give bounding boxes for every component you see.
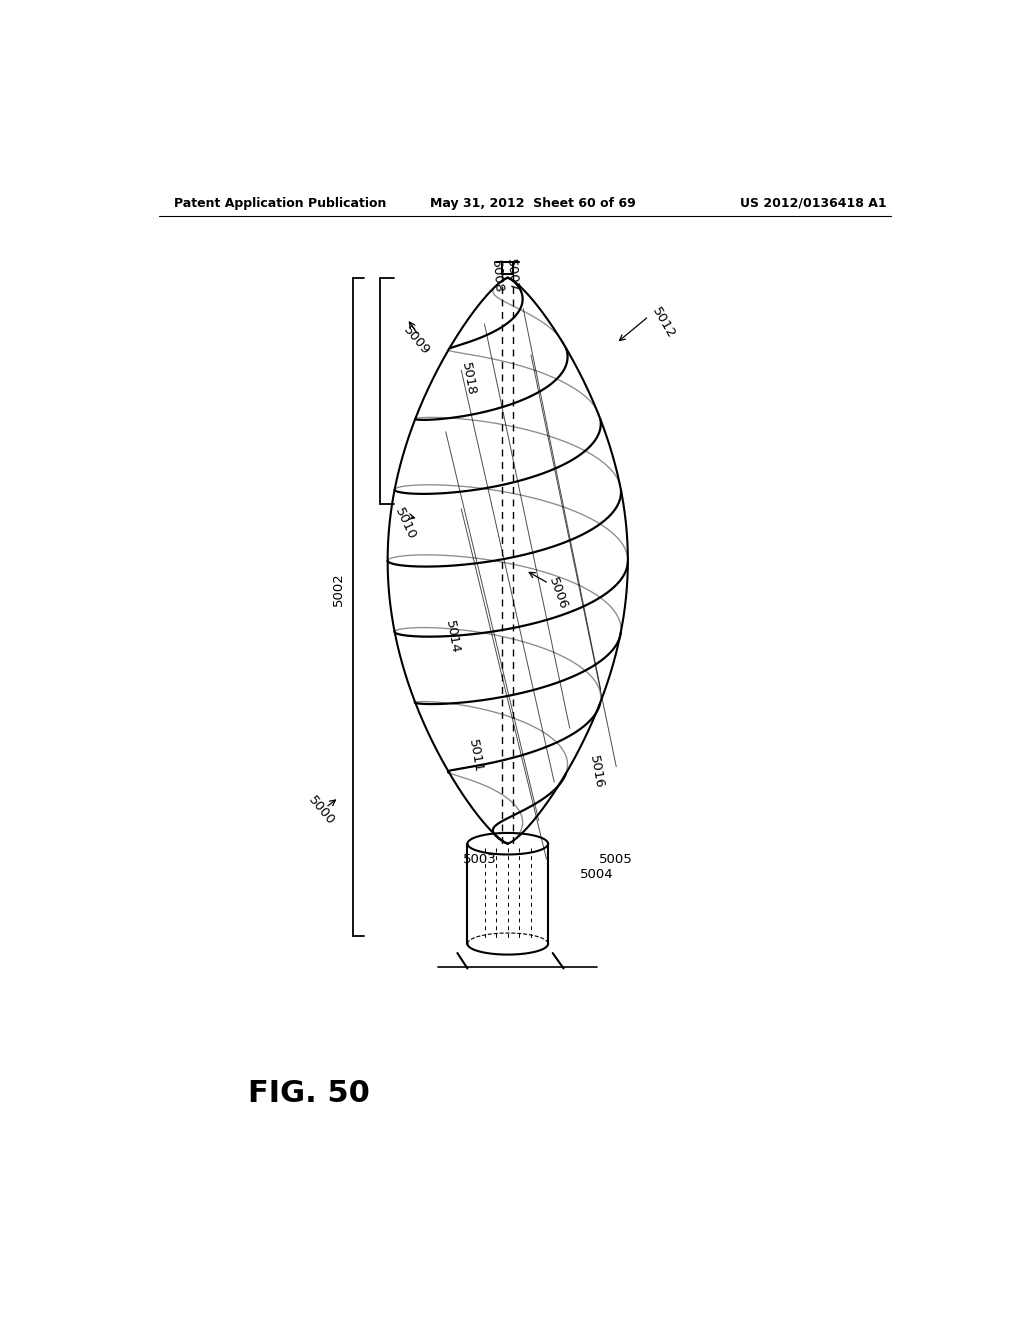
Text: 5002: 5002 bbox=[333, 573, 345, 606]
Text: 5005: 5005 bbox=[599, 853, 633, 866]
Text: Patent Application Publication: Patent Application Publication bbox=[174, 197, 387, 210]
Text: 5016: 5016 bbox=[587, 754, 605, 789]
Text: 5004: 5004 bbox=[580, 869, 613, 880]
Text: 5006: 5006 bbox=[547, 576, 570, 612]
Text: 5018: 5018 bbox=[459, 362, 477, 397]
Text: 5012: 5012 bbox=[649, 305, 678, 341]
Text: 5009: 5009 bbox=[400, 323, 432, 358]
Text: 5010: 5010 bbox=[392, 506, 418, 543]
Text: US 2012/0136418 A1: US 2012/0136418 A1 bbox=[740, 197, 887, 210]
Text: 5007: 5007 bbox=[504, 257, 519, 293]
Text: 5011: 5011 bbox=[467, 739, 485, 775]
Text: FIG. 50: FIG. 50 bbox=[248, 1080, 370, 1109]
Text: 5000: 5000 bbox=[305, 793, 337, 828]
Text: 5008: 5008 bbox=[488, 260, 505, 294]
Text: 5014: 5014 bbox=[443, 619, 462, 655]
Text: 5003: 5003 bbox=[463, 853, 497, 866]
Text: May 31, 2012  Sheet 60 of 69: May 31, 2012 Sheet 60 of 69 bbox=[430, 197, 636, 210]
